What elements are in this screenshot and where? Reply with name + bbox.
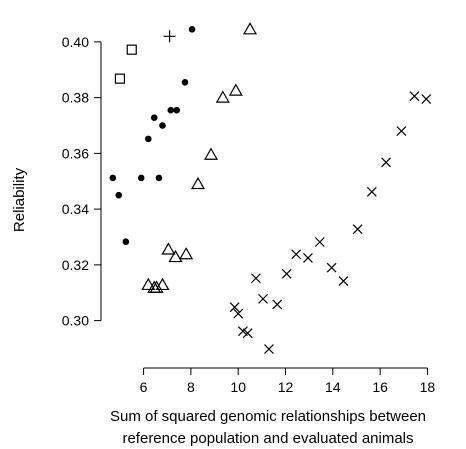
point-dot xyxy=(159,122,166,129)
x-tick-label: 10 xyxy=(230,379,246,395)
point-dot xyxy=(181,78,189,86)
point-cross xyxy=(291,249,302,260)
point-cross xyxy=(314,237,325,247)
point-square xyxy=(114,73,126,84)
point-triangle xyxy=(215,90,230,103)
point-triangle xyxy=(149,280,164,293)
y-tick-label: 0.40 xyxy=(62,34,89,50)
point-dot xyxy=(155,174,163,182)
point-triangle xyxy=(168,249,183,263)
x-tick-label: 18 xyxy=(420,379,436,395)
x-tick-label: 16 xyxy=(372,379,388,395)
point-triangle xyxy=(155,277,170,291)
point-dot xyxy=(167,106,175,114)
point-cross xyxy=(264,344,274,354)
point-plus xyxy=(163,30,176,43)
point-cross xyxy=(251,273,261,284)
point-cross xyxy=(258,293,268,304)
point-square xyxy=(126,44,137,55)
point-cross xyxy=(303,252,313,263)
point-dot xyxy=(122,238,130,246)
x-tick-label: 14 xyxy=(325,379,341,395)
x-tick-label: 12 xyxy=(278,379,294,395)
point-dot xyxy=(150,114,158,121)
x-axis-label-line-2: reference population and evaluated anima… xyxy=(122,430,413,447)
y-tick-label: 0.30 xyxy=(62,313,89,329)
point-dot xyxy=(145,135,152,143)
point-triangle xyxy=(190,176,206,190)
y-axis-label: Reliability xyxy=(11,167,28,232)
point-cross xyxy=(233,308,244,319)
axes: 0.30 0.32 0.34 0.36 0.38 0.40 6 8 10 12 14 16 18 xyxy=(62,34,436,395)
point-cross xyxy=(396,126,407,136)
x-tick-label: 6 xyxy=(140,379,148,395)
point-dot xyxy=(115,191,123,199)
y-tick-label: 0.36 xyxy=(62,145,89,161)
y-ticks: 0.30 0.32 0.34 0.36 0.38 0.40 xyxy=(62,34,101,329)
point-dot xyxy=(173,106,180,114)
point-cross xyxy=(421,94,432,104)
point-dot xyxy=(137,174,145,182)
point-cross xyxy=(272,299,283,310)
point-triangle xyxy=(179,247,194,260)
point-cross xyxy=(409,91,420,102)
point-cross xyxy=(338,276,349,286)
y-tick-label: 0.34 xyxy=(62,201,89,217)
point-triangle xyxy=(242,22,258,35)
x-tick-label: 8 xyxy=(187,379,195,395)
x-axis-label-line-1: Sum of squared genomic relationships bet… xyxy=(110,408,426,425)
point-dot xyxy=(109,174,117,182)
x-ticks: 6 8 10 12 14 16 18 xyxy=(140,368,436,395)
point-cross xyxy=(229,302,240,313)
point-triangle xyxy=(203,147,219,160)
plot-area xyxy=(109,22,432,354)
point-triangle xyxy=(161,242,176,255)
point-cross xyxy=(242,328,253,339)
point-cross xyxy=(366,186,377,197)
point-cross xyxy=(281,268,292,279)
y-tick-label: 0.32 xyxy=(62,257,89,273)
point-cross xyxy=(326,262,337,273)
point-cross xyxy=(352,224,363,235)
point-triangle xyxy=(141,277,156,291)
point-triangle xyxy=(228,83,243,96)
y-tick-label: 0.38 xyxy=(62,90,89,106)
point-dot xyxy=(188,26,196,33)
point-cross xyxy=(381,157,391,168)
